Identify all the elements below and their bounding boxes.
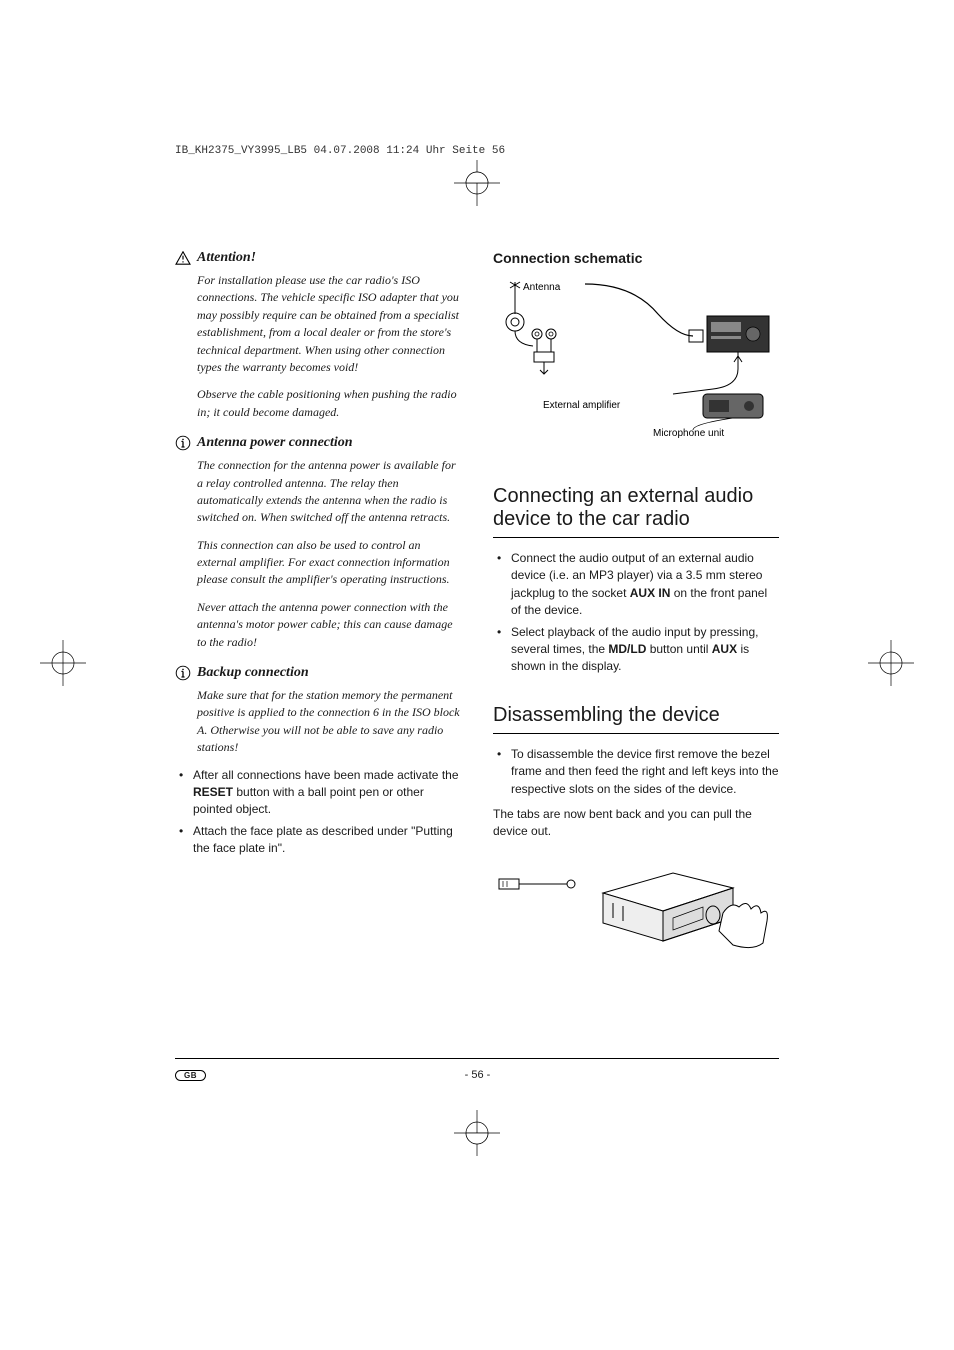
backup-title: Backup connection: [197, 665, 309, 681]
right-column: Connection schematic Antenna: [493, 250, 779, 966]
list-item: Attach the face plate as described under…: [175, 823, 461, 858]
list-item: To disassemble the device first remove t…: [493, 746, 779, 798]
page-number: - 56 -: [465, 1069, 491, 1081]
amp-label: External amplifier: [543, 400, 621, 411]
antenna-label: Antenna: [523, 282, 561, 293]
antenna-p2: This connection can also be used to cont…: [175, 537, 461, 589]
list-item: After all connections have been made act…: [175, 767, 461, 819]
attention-heading: Attention!: [175, 250, 461, 266]
info-icon: [175, 435, 191, 451]
disassembly-diagram: [493, 863, 779, 953]
schematic-title: Connection schematic: [493, 250, 779, 266]
connect-bullets: Connect the audio output of an external …: [493, 550, 779, 676]
crop-mark-right: [868, 640, 914, 686]
attention-p1: For installation please use the car radi…: [175, 272, 461, 376]
attention-title: Attention!: [197, 250, 256, 266]
antenna-title: Antenna power connection: [197, 435, 353, 451]
list-item: Connect the audio output of an external …: [493, 550, 779, 620]
page-content: Attention! For installation please use t…: [175, 150, 779, 966]
backup-heading: Backup connection: [175, 665, 461, 681]
left-column: Attention! For installation please use t…: [175, 250, 461, 966]
crop-mark-bottom: [454, 1110, 500, 1156]
disassemble-p2: The tabs are now bent back and you can p…: [493, 806, 779, 841]
antenna-p1: The connection for the antenna power is …: [175, 457, 461, 527]
backup-p1: Make sure that for the station memory th…: [175, 687, 461, 757]
antenna-heading: Antenna power connection: [175, 435, 461, 451]
disassemble-title: Disassembling the device: [493, 704, 779, 734]
mic-label: Microphone unit: [653, 428, 724, 439]
page-footer: GB - 56 -: [175, 1058, 779, 1081]
connect-title: Connecting an external audio device to t…: [493, 485, 779, 538]
country-badge: GB: [175, 1070, 206, 1081]
list-item: Select playback of the audio input by pr…: [493, 624, 779, 676]
crop-mark-left: [40, 640, 86, 686]
attention-p2: Observe the cable positioning when pushi…: [175, 386, 461, 421]
antenna-p3: Never attach the antenna power connectio…: [175, 599, 461, 651]
connection-schematic-diagram: Antenna: [493, 274, 779, 444]
backup-bullets: After all connections have been made act…: [175, 767, 461, 858]
disassemble-bullets: To disassemble the device first remove t…: [493, 746, 779, 798]
warning-icon: [175, 251, 191, 265]
info-icon: [175, 665, 191, 681]
